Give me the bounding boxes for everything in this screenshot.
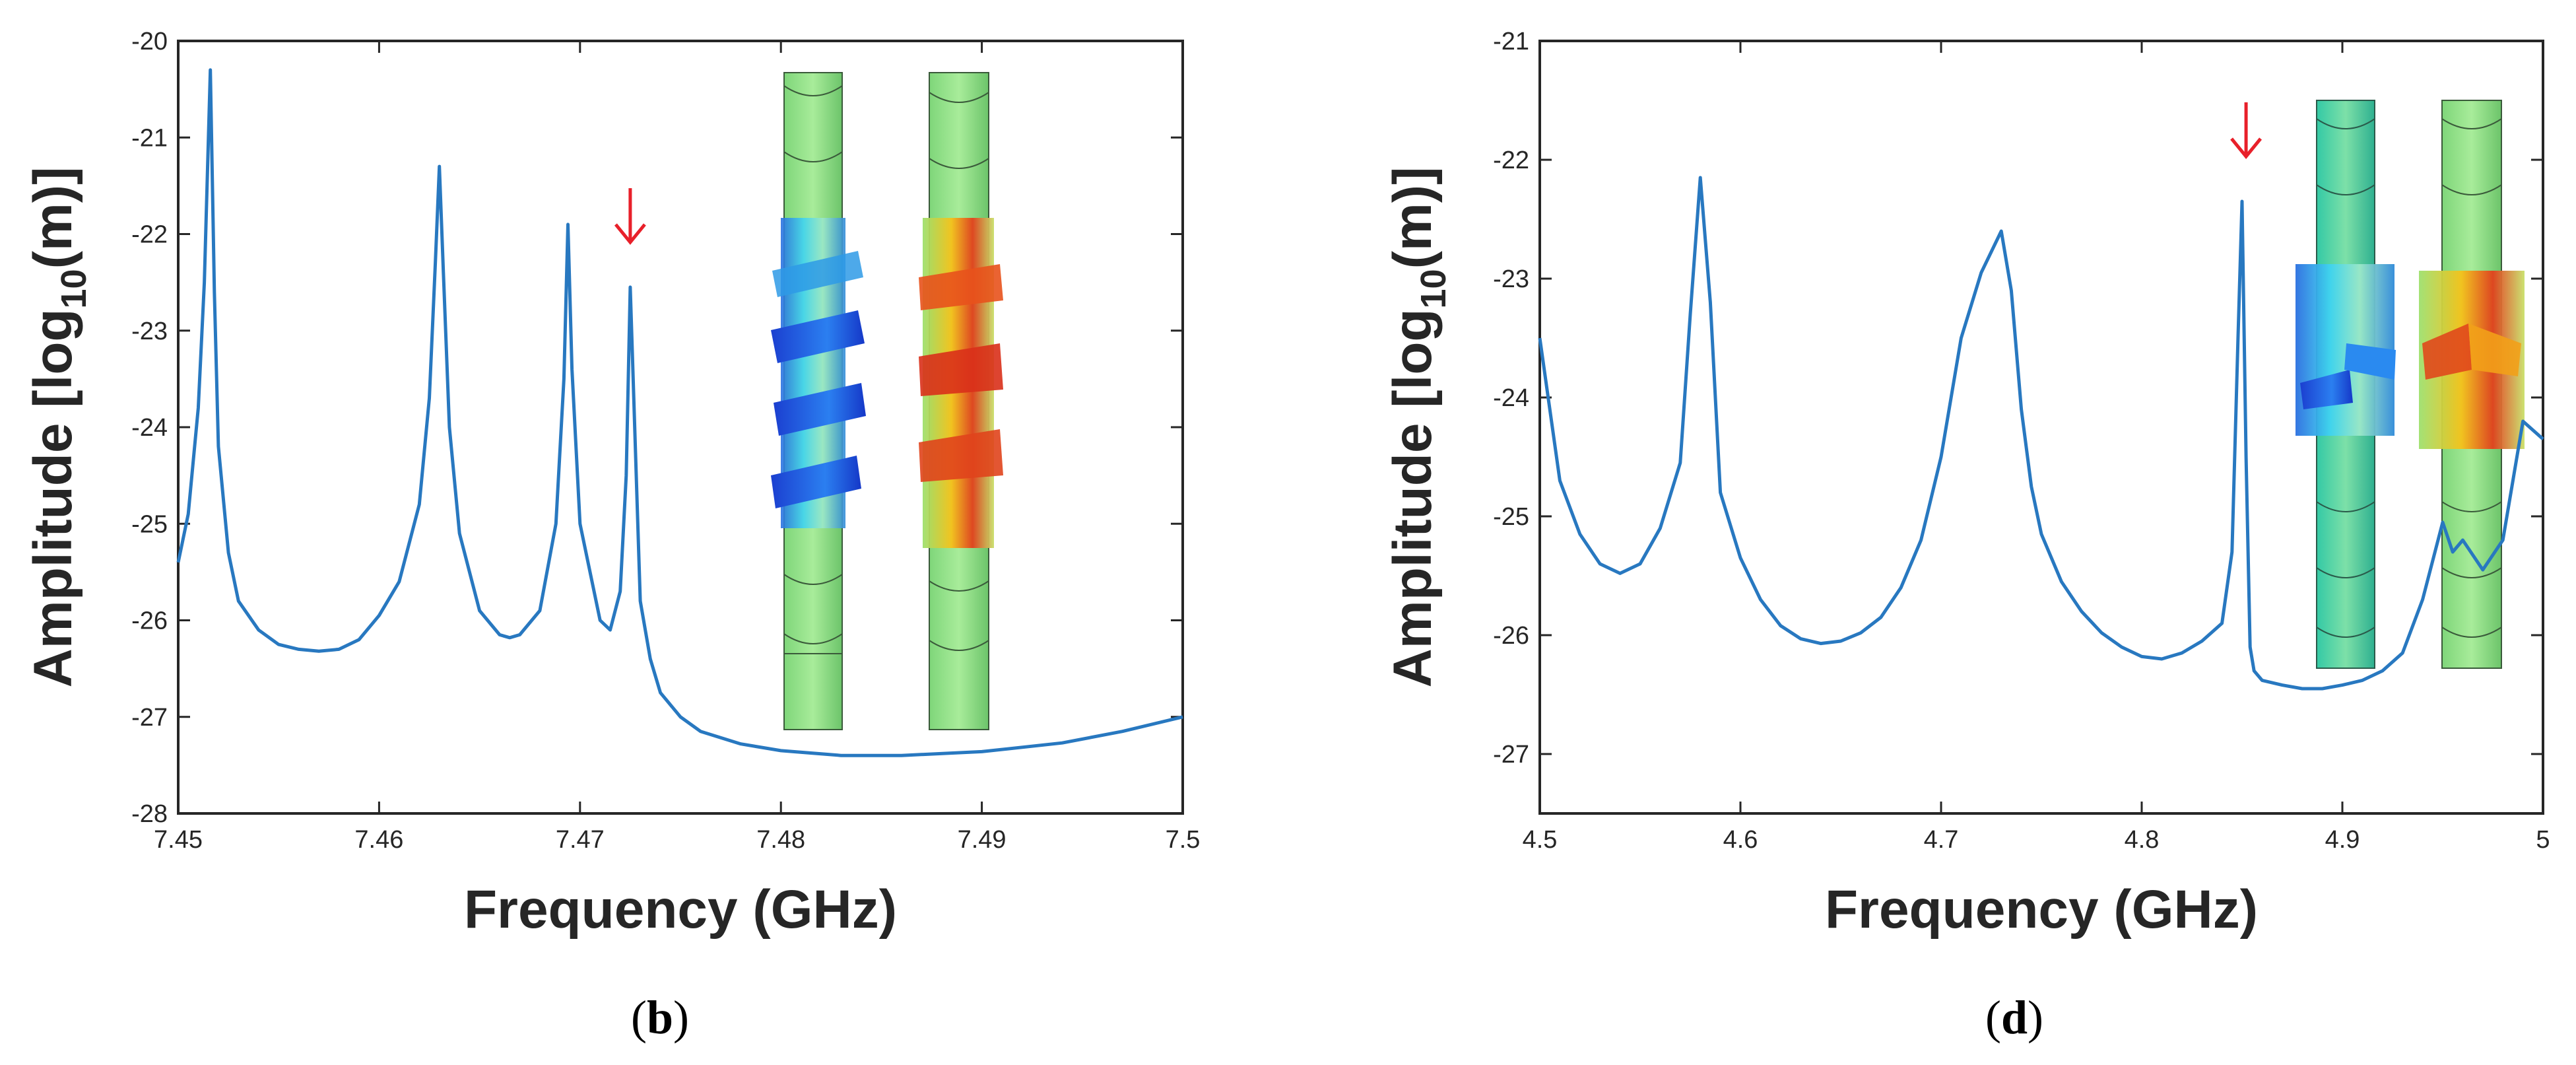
y-axis-label-b: Amplitude [log10(m)]: [23, 167, 94, 688]
y-tick-label: -28: [131, 800, 168, 828]
resonance-arrow-b: [614, 188, 646, 245]
y-tick-label: -27: [1493, 741, 1529, 769]
axes-box-d: [1538, 40, 2544, 815]
axes-box-b: [177, 40, 1184, 815]
y-tick-label: -23: [1493, 265, 1529, 293]
y-tick-label: -27: [131, 704, 168, 732]
y-tick-label: -26: [131, 607, 168, 635]
mode-shape-inset-d-right: [2419, 100, 2525, 669]
x-tick-label: 4.7: [1924, 826, 1959, 854]
x-tick-label: 7.45: [154, 826, 203, 854]
panel-caption-d: (d): [1985, 991, 2043, 1044]
x-tick-label: 7.48: [756, 826, 805, 854]
mode-shape-inset-b-left: [771, 72, 866, 730]
ticks-d: 4.5 4.6 4.7 4.8 4.9 5 -21 -22 -23 -24 -25 -26 -27: [1493, 28, 2550, 854]
series-line-b: [176, 68, 1183, 757]
mode-shape-inset-b-right: [919, 72, 1003, 730]
arrow-head: [614, 223, 646, 245]
panel-d: 4.5 4.6 4.7 4.8 4.9 5 -21 -22 -23 -24 -25 -26 -27 Fr…: [1383, 28, 2550, 1044]
y-tick-label: -22: [1493, 147, 1529, 174]
x-axis-label-b: Frequency (GHz): [464, 879, 897, 940]
y-tick-label: -26: [1493, 622, 1529, 650]
x-tick-label: 5: [2536, 826, 2550, 854]
x-tick-label: 4.9: [2325, 826, 2360, 854]
y-tick-label: -23: [131, 318, 168, 345]
x-tick-label: 4.6: [1723, 826, 1758, 854]
y-tick-label: -21: [1493, 28, 1529, 55]
x-axis-label-d: Frequency (GHz): [1825, 879, 2258, 940]
y-tick-label: -25: [131, 510, 168, 538]
x-tick-label: 7.49: [958, 826, 1007, 854]
y-tick-label: -24: [131, 414, 168, 442]
y-tick-label: -20: [131, 28, 168, 55]
amplitude-series-b: [176, 68, 1183, 757]
y-tick-label: -22: [131, 221, 168, 249]
series-line-d: [1538, 176, 2544, 691]
panel-caption-b: (b): [631, 991, 689, 1044]
amplitude-series-d: [1538, 176, 2544, 691]
panel-b: 7.45 7.46 7.47 7.48 7.49 7.5 -20 -21 -22 -23 -24 -2…: [23, 28, 1200, 1044]
x-tick-label: 7.46: [354, 826, 403, 854]
y-tick-label: -21: [131, 124, 168, 152]
y-tick-label: -24: [1493, 384, 1529, 412]
ticks-b: 7.45 7.46 7.47 7.48 7.49 7.5 -20 -21 -22 -23 -24 -2…: [131, 28, 1200, 854]
mode-shape-inset-d-left: [2295, 100, 2396, 669]
x-tick-label: 7.5: [1166, 826, 1201, 854]
x-tick-label: 7.47: [556, 826, 605, 854]
arrow-head: [2230, 137, 2262, 159]
y-axis-label-d: Amplitude [log10(m)]: [1383, 167, 1453, 688]
x-tick-label: 4.5: [1523, 826, 1558, 854]
y-tick-label: -25: [1493, 503, 1529, 531]
x-tick-label: 4.8: [2125, 826, 2160, 854]
resonance-arrow-d: [2230, 102, 2262, 159]
